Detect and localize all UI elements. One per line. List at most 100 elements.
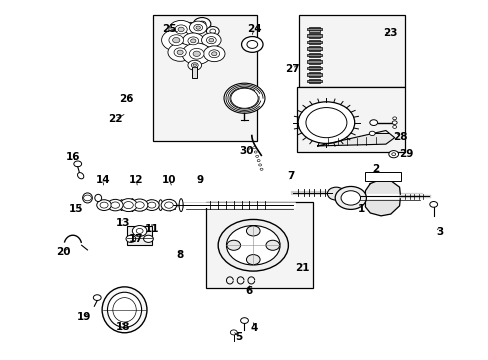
Text: 23: 23: [383, 28, 397, 38]
Circle shape: [327, 187, 344, 200]
Circle shape: [126, 235, 136, 242]
Circle shape: [132, 226, 147, 236]
Bar: [309, 40, 320, 44]
Circle shape: [340, 191, 360, 205]
Bar: [309, 33, 320, 38]
Bar: [309, 53, 320, 57]
Bar: [306, 54, 321, 56]
Bar: [306, 41, 321, 43]
Bar: [306, 60, 321, 63]
Bar: [309, 59, 320, 64]
Circle shape: [164, 202, 173, 208]
Ellipse shape: [149, 200, 153, 210]
Circle shape: [193, 51, 200, 57]
Circle shape: [107, 199, 123, 211]
Circle shape: [246, 41, 257, 48]
Text: 2: 2: [372, 164, 379, 174]
Circle shape: [206, 27, 219, 36]
Text: 26: 26: [119, 94, 133, 104]
Circle shape: [255, 155, 258, 157]
Circle shape: [198, 21, 205, 27]
Text: 27: 27: [285, 64, 299, 74]
Ellipse shape: [82, 193, 92, 203]
Text: 6: 6: [245, 286, 252, 296]
Circle shape: [193, 64, 196, 67]
Circle shape: [368, 131, 374, 135]
Bar: [168, 202, 174, 209]
Circle shape: [388, 150, 398, 158]
Circle shape: [429, 202, 437, 207]
Text: 5: 5: [235, 332, 242, 342]
Bar: [192, 67, 197, 78]
Circle shape: [298, 102, 354, 143]
Circle shape: [257, 159, 260, 162]
Bar: [306, 28, 321, 31]
Circle shape: [190, 39, 196, 43]
Circle shape: [182, 33, 203, 49]
Ellipse shape: [102, 287, 147, 333]
Circle shape: [391, 153, 395, 156]
Text: 13: 13: [115, 218, 130, 228]
Circle shape: [208, 50, 219, 58]
Text: 22: 22: [108, 114, 122, 124]
Ellipse shape: [78, 172, 83, 179]
Text: 25: 25: [162, 24, 176, 35]
Circle shape: [100, 202, 108, 208]
Ellipse shape: [140, 199, 144, 211]
Circle shape: [189, 48, 203, 59]
Circle shape: [209, 29, 215, 33]
Text: 12: 12: [129, 175, 143, 185]
Circle shape: [189, 21, 206, 34]
Bar: [309, 72, 320, 77]
Text: 11: 11: [144, 225, 159, 234]
Circle shape: [246, 226, 260, 236]
Text: 28: 28: [392, 132, 407, 142]
Text: 30: 30: [239, 146, 254, 156]
Circle shape: [334, 186, 366, 210]
Text: 29: 29: [398, 149, 413, 159]
Circle shape: [177, 50, 183, 55]
Ellipse shape: [107, 292, 142, 327]
Text: 19: 19: [76, 312, 91, 322]
Circle shape: [143, 235, 153, 242]
Bar: [127, 226, 152, 245]
Circle shape: [218, 220, 288, 271]
Circle shape: [123, 202, 133, 209]
Text: 9: 9: [196, 175, 203, 185]
Text: 21: 21: [294, 263, 308, 273]
Circle shape: [193, 24, 202, 31]
Text: 15: 15: [69, 204, 83, 215]
Circle shape: [161, 199, 176, 211]
Circle shape: [230, 88, 258, 108]
Circle shape: [369, 120, 377, 126]
Text: 17: 17: [129, 234, 143, 244]
Circle shape: [93, 295, 101, 301]
Circle shape: [191, 63, 198, 68]
Bar: [306, 35, 321, 37]
Circle shape: [254, 151, 257, 153]
Bar: [153, 15, 257, 140]
Circle shape: [260, 168, 263, 170]
Ellipse shape: [168, 199, 172, 211]
Circle shape: [196, 26, 200, 29]
Bar: [309, 78, 320, 83]
Text: 10: 10: [162, 175, 176, 185]
Circle shape: [193, 18, 210, 31]
Circle shape: [392, 126, 396, 129]
Circle shape: [208, 39, 213, 42]
Ellipse shape: [95, 194, 102, 202]
Circle shape: [135, 202, 144, 208]
Bar: [306, 73, 321, 76]
Circle shape: [240, 318, 248, 323]
Circle shape: [111, 202, 120, 208]
Circle shape: [83, 195, 91, 201]
Circle shape: [120, 199, 137, 212]
Circle shape: [144, 200, 159, 211]
Circle shape: [175, 25, 187, 34]
Polygon shape: [365, 179, 400, 216]
Ellipse shape: [113, 298, 136, 322]
Text: 24: 24: [246, 24, 261, 35]
Circle shape: [224, 83, 264, 113]
Circle shape: [211, 52, 217, 56]
Circle shape: [391, 121, 396, 125]
